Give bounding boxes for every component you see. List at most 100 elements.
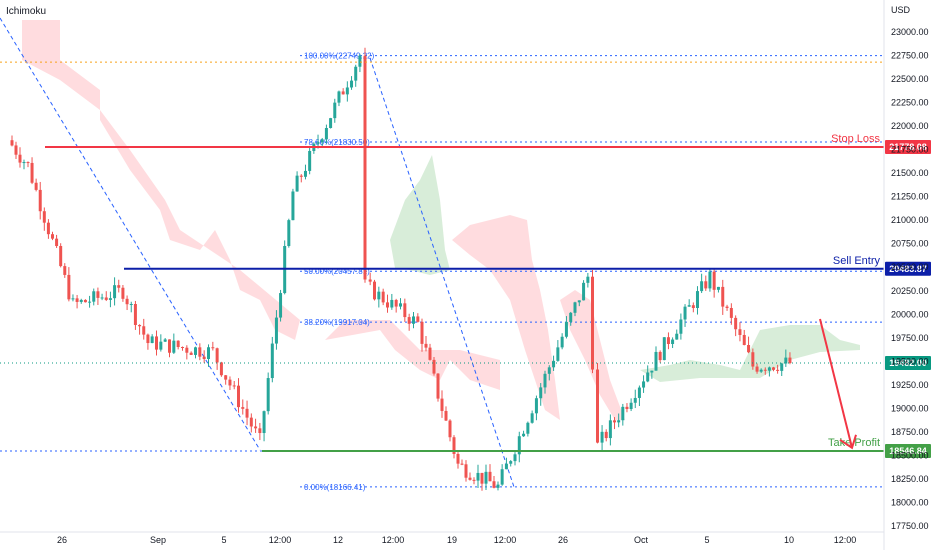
price-tick-label: 17750.00: [891, 521, 929, 531]
candle-body: [258, 428, 262, 434]
price-axis[interactable]: 23000.00 22750.00 22500.00 22250.00 22000.00…: [883, 0, 929, 550]
candle-body: [133, 303, 137, 325]
price-tick-label: 22500.00: [891, 74, 929, 84]
trend-line[interactable]: [0, 17, 261, 451]
candle-body: [725, 306, 729, 308]
trend-line[interactable]: [369, 57, 515, 488]
candle-body: [608, 420, 612, 439]
candle-body: [432, 359, 436, 374]
trend-lines[interactable]: [0, 17, 515, 488]
candle-body: [92, 291, 96, 302]
fib-level-label: 100.00%(22749.22): [304, 52, 375, 61]
candles: [10, 47, 792, 491]
annotations: [819, 318, 857, 450]
current-price-price-badge-text: 19482.00: [889, 358, 927, 368]
candle-body: [776, 369, 780, 371]
candle-body: [211, 347, 215, 349]
candle-body: [96, 291, 100, 298]
candle-body: [500, 469, 504, 485]
price-tick-label: 23000.00: [891, 27, 929, 37]
candle-body: [381, 291, 385, 303]
candle-body: [436, 373, 440, 399]
candle-body: [662, 337, 666, 361]
sell-entry-label: Sell Entry: [833, 255, 881, 267]
candle-body: [448, 420, 452, 438]
indicator-label[interactable]: Ichimoku: [6, 6, 46, 17]
fib-level-label: 50.00%(20457.81): [304, 267, 370, 276]
fib-level-label: 78.60%(21830.50): [304, 138, 370, 147]
candle-body: [691, 305, 695, 309]
stop-loss-price-badge[interactable]: [885, 139, 931, 154]
time-tick-label: 19: [447, 535, 457, 545]
candle-body: [708, 271, 712, 289]
candle-body: [712, 271, 716, 290]
time-axis[interactable]: 26 Sep 5 12:00 12 12:00 19 12:00 26 Oct 5 10 12:00: [0, 531, 884, 545]
candle-body: [763, 369, 767, 371]
time-tick-label: 12:00: [834, 535, 857, 545]
take-profit-price-badge[interactable]: [885, 444, 931, 459]
candle-body: [416, 316, 420, 322]
candle-body: [129, 303, 133, 305]
candle-body: [569, 312, 573, 322]
candle-body: [666, 337, 670, 345]
price-tick-label: 18000.00: [891, 497, 929, 507]
candle-body: [104, 297, 108, 300]
candle-body: [113, 285, 117, 299]
time-tick-label: 12: [333, 535, 343, 545]
candle-body: [194, 347, 197, 355]
candle-body: [633, 397, 637, 403]
candle-body: [604, 431, 608, 439]
candle-body: [172, 340, 176, 353]
candle-body: [368, 279, 372, 282]
time-tick-label: 12:00: [382, 535, 405, 545]
time-tick-label: 12:00: [494, 535, 517, 545]
candle-body: [159, 341, 163, 350]
candle-body: [734, 317, 738, 330]
price-tick-label: 21000.00: [891, 215, 929, 225]
candle-body: [780, 363, 784, 371]
candle-body: [407, 317, 411, 324]
candle-body: [646, 372, 650, 382]
candle-body: [658, 351, 662, 361]
candle-body: [14, 145, 18, 155]
candle-body: [291, 191, 295, 221]
candle-body: [679, 319, 683, 334]
candle-body: [573, 302, 577, 313]
candle-body: [30, 162, 34, 183]
candle-body: [428, 347, 432, 360]
candle-body: [228, 379, 232, 386]
currency-label: USD: [891, 5, 911, 15]
candle-body: [249, 417, 253, 427]
candle-body: [341, 91, 345, 95]
candle-body: [509, 461, 513, 464]
candle-body: [675, 333, 679, 340]
candle-body: [424, 343, 428, 348]
candle-body: [695, 291, 699, 309]
candle-body: [350, 80, 354, 88]
price-tick-label: 20500.00: [891, 262, 929, 272]
projection-arrow-head: [839, 434, 857, 450]
sell-entry-price-badge[interactable]: [885, 261, 931, 276]
candle-body: [552, 360, 556, 368]
candle-body: [444, 410, 448, 421]
candle-body: [108, 298, 112, 300]
candle-body: [600, 431, 604, 443]
candle-body: [394, 299, 398, 307]
candle-body: [488, 471, 492, 482]
candle-body: [412, 316, 415, 324]
candle-body: [22, 162, 26, 164]
candle-body: [751, 352, 755, 367]
candle-body: [42, 211, 46, 223]
candle-body: [534, 398, 538, 414]
candle-body: [299, 175, 303, 177]
candle-body: [168, 339, 171, 353]
candle-body: [316, 142, 320, 144]
candle-body: [596, 369, 599, 443]
candle-body: [254, 426, 258, 429]
candle-body: [34, 182, 38, 190]
candle-body: [671, 339, 675, 345]
candle-body: [155, 336, 158, 350]
current-price-price-badge[interactable]: [885, 356, 931, 371]
